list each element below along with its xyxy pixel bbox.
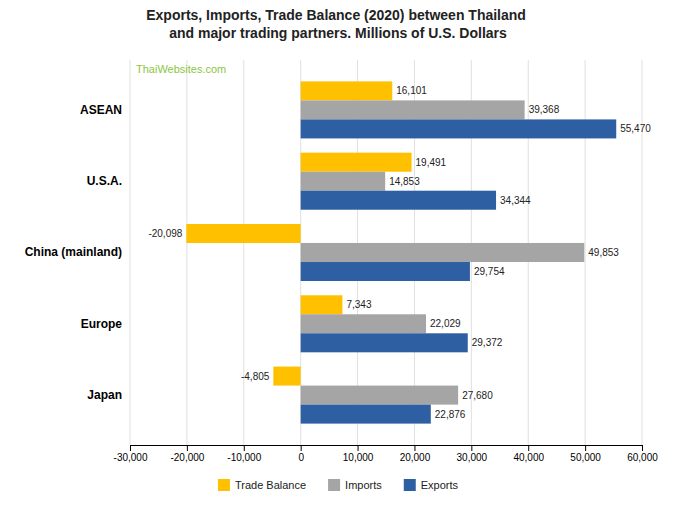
x-axis: -30,000 -20,000 -10,000 0 10,000 20,000 30,000… — [114, 445, 659, 463]
x-tick: 50,000 — [570, 445, 601, 463]
x-tick-label: -10,000 — [227, 452, 261, 463]
legend-item: Imports — [328, 479, 382, 491]
data-label: 7,343 — [346, 299, 371, 310]
x-tick: -30,000 — [114, 445, 148, 463]
y-tick: U.S.A. — [87, 174, 130, 188]
bar — [301, 100, 525, 119]
bar — [301, 191, 496, 210]
y-tick-label: Europe — [81, 317, 123, 331]
x-tick-label: -30,000 — [114, 452, 148, 463]
x-tick-mark — [471, 445, 472, 451]
grid-line — [186, 60, 187, 445]
title: Exports, Imports, Trade Balance (2020) b… — [146, 7, 530, 41]
bar — [301, 81, 393, 100]
legend-swatch — [404, 479, 416, 491]
bar — [301, 243, 585, 262]
x-tick: 10,000 — [343, 445, 374, 463]
x-tick-label: 40,000 — [513, 452, 544, 463]
bar — [186, 224, 300, 243]
x-tick: 0 — [298, 445, 304, 463]
legend-label: Trade Balance — [235, 479, 306, 491]
legend-label: Exports — [421, 479, 459, 491]
grid-line — [642, 60, 643, 445]
x-tick-mark — [585, 445, 586, 451]
data-label: -4,805 — [241, 371, 270, 382]
data-label: 22,876 — [435, 409, 466, 420]
bar — [301, 295, 343, 314]
x-tick-mark — [301, 445, 302, 451]
bar — [301, 386, 458, 405]
y-tick: Europe — [81, 317, 130, 331]
data-label: 22,029 — [430, 318, 461, 329]
data-label: 29,754 — [474, 266, 505, 277]
bar — [301, 405, 431, 424]
data-labels: 16,101 19,491 -20,098 7,343 -4,805 39,368 14,8… — [148, 85, 651, 419]
y-tick-label: Japan — [87, 388, 122, 402]
grid-line — [243, 60, 244, 445]
title-line: Exports, Imports, Trade Balance (2020) b… — [146, 7, 526, 23]
x-tick-label: 30,000 — [457, 452, 488, 463]
x-tick-mark — [187, 445, 188, 451]
x-tick: 40,000 — [513, 445, 544, 463]
x-tick-mark — [528, 445, 529, 451]
data-label: -20,098 — [148, 228, 182, 239]
data-label: 14,853 — [389, 176, 420, 187]
data-label: 55,470 — [620, 123, 651, 134]
x-tick: -10,000 — [227, 445, 261, 463]
bars — [186, 81, 616, 423]
y-tick-label: ASEAN — [80, 103, 122, 117]
y-tick: China (mainland) — [25, 245, 130, 259]
y-tick: Japan — [87, 388, 130, 402]
bar — [301, 262, 470, 281]
data-label: 27,680 — [462, 390, 493, 401]
y-tick-label: China (mainland) — [25, 245, 122, 259]
legend-item: Exports — [404, 479, 459, 491]
bar — [273, 367, 300, 386]
title-line: and major trading partners. Millions of … — [169, 25, 507, 41]
x-tick-label: 50,000 — [570, 452, 601, 463]
bar — [301, 333, 468, 352]
x-tick-label: 60,000 — [627, 452, 658, 463]
bar — [301, 119, 617, 138]
data-label: 49,853 — [588, 247, 619, 258]
legend: Trade Balance Imports Exports — [218, 479, 459, 491]
data-label: 39,368 — [529, 104, 560, 115]
data-label: 19,491 — [416, 157, 447, 168]
data-label: 34,344 — [500, 195, 531, 206]
bar — [301, 153, 412, 172]
data-label: 29,372 — [472, 337, 503, 348]
y-tick-label: U.S.A. — [87, 174, 122, 188]
bar — [301, 172, 385, 191]
grid-line — [130, 60, 131, 445]
plot: 16,101 19,491 -20,098 7,343 -4,805 39,368 14,8… — [25, 60, 659, 463]
annotation: ThaiWebsites.com — [136, 63, 226, 75]
data-label: 16,101 — [396, 85, 427, 96]
x-tick: 30,000 — [457, 445, 488, 463]
chart: Exports, Imports, Trade Balance (2020) b… — [0, 0, 676, 515]
legend-label: Imports — [345, 479, 382, 491]
x-tick: 60,000 — [627, 445, 658, 463]
x-tick-mark — [358, 445, 359, 451]
x-tick-label: -20,000 — [170, 452, 204, 463]
y-tick: ASEAN — [80, 103, 130, 117]
x-tick-mark — [244, 445, 245, 451]
x-axis-line — [131, 446, 643, 452]
legend-item: Trade Balance — [218, 479, 306, 491]
grid-line — [585, 60, 586, 445]
grid — [130, 60, 642, 445]
x-tick-label: 0 — [298, 452, 304, 463]
x-tick-mark — [414, 445, 415, 451]
x-tick-label: 10,000 — [343, 452, 374, 463]
legend-swatch — [218, 479, 230, 491]
y-axis: ASEAN U.S.A. China (mainland) Europe Japan — [25, 103, 130, 402]
bar — [301, 314, 426, 333]
x-tick-label: 20,000 — [400, 452, 431, 463]
x-tick-mark — [642, 445, 643, 451]
x-tick: 20,000 — [400, 445, 431, 463]
x-tick: -20,000 — [170, 445, 204, 463]
x-tick-mark — [130, 445, 131, 451]
legend-swatch — [328, 479, 340, 491]
